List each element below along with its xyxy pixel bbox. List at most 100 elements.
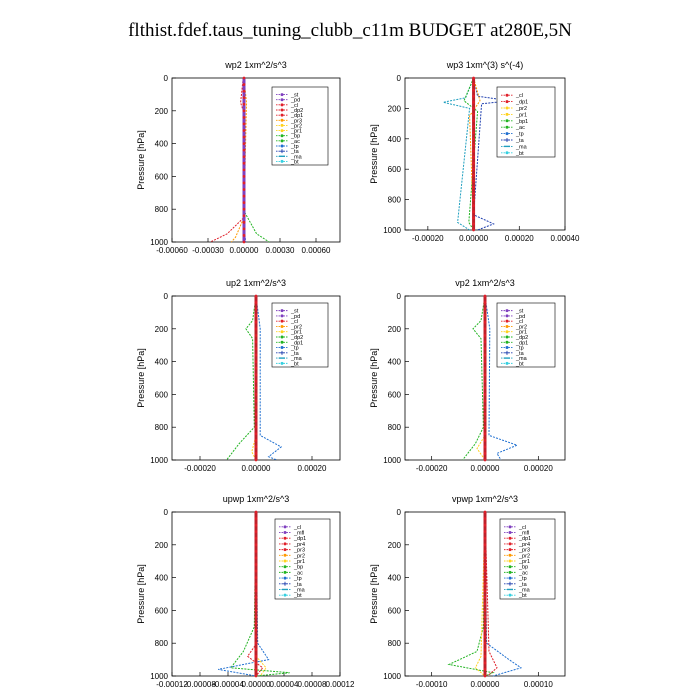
residual-marker	[254, 425, 258, 429]
residual-marker	[483, 622, 487, 625]
legend-label: _ma	[290, 356, 303, 362]
residual-marker	[472, 113, 475, 116]
y-axis-label: Pressure [hPa]	[369, 564, 379, 624]
residual-marker	[472, 100, 475, 104]
plot-frame	[171, 77, 341, 243]
budget-curve-3	[243, 77, 270, 243]
residual-marker	[483, 517, 487, 520]
legend-label: _st	[515, 309, 524, 315]
x-tick-label: 0.00010	[524, 680, 553, 689]
legend-marker	[283, 593, 287, 597]
legend-label: _dp2	[290, 335, 303, 341]
y-tick-label: 400	[155, 574, 169, 583]
residual-marker	[472, 82, 475, 86]
legend-label: _pr2	[293, 553, 305, 559]
y-tick-label: 600	[155, 390, 169, 399]
legend-label: _ma	[290, 154, 303, 160]
legend-marker	[505, 361, 509, 365]
legend-marker	[505, 309, 509, 313]
residual-marker	[483, 589, 487, 593]
x-tick-label: 0.00020	[298, 464, 327, 473]
legend-label: _cl	[293, 525, 301, 531]
y-tick-label: 1000	[150, 672, 168, 681]
residual-marker	[242, 201, 246, 205]
legend-label: _pr2	[518, 553, 530, 559]
legend-label: _pr1	[290, 330, 302, 336]
legend-marker	[280, 314, 284, 318]
residual-marker	[483, 635, 487, 639]
legend-marker	[505, 112, 509, 116]
legend-label: _bt	[515, 361, 524, 367]
residual-marker	[254, 393, 258, 396]
residual-marker	[483, 347, 487, 350]
legend-label: _pd	[515, 314, 525, 320]
legend-label: _mfl	[293, 531, 304, 537]
residual-marker	[242, 96, 246, 100]
residual-marker	[242, 76, 246, 80]
residual-marker	[254, 609, 258, 612]
legend-marker	[505, 138, 509, 142]
legend-label: _ac	[518, 570, 528, 576]
y-tick-label: 600	[388, 390, 402, 399]
budget-curve-2	[443, 77, 475, 231]
budget-curve-1	[473, 77, 510, 231]
residual-marker	[242, 122, 246, 126]
budget-curve-1	[462, 295, 486, 461]
residual-marker	[242, 220, 246, 224]
budget-curve-3	[476, 296, 486, 461]
x-tick-label: 0.00030	[266, 246, 295, 255]
panel-5: upwp 1xm^2/s^302004006008001000-0.00012-…	[136, 494, 355, 689]
legend-label: _bt	[293, 593, 302, 599]
residual-marker	[254, 674, 258, 678]
residual-marker	[254, 602, 258, 606]
residual-marker	[254, 536, 258, 540]
legend-marker	[280, 159, 284, 163]
residual-marker	[483, 563, 487, 566]
x-tick-label: 0.00000	[242, 464, 271, 473]
y-tick-label: 600	[388, 165, 402, 174]
legend-label: _tp	[290, 144, 299, 150]
legend-label: _tp	[290, 346, 299, 352]
budget-curve-3	[484, 511, 498, 677]
legend-marker	[505, 132, 509, 136]
residual-marker	[254, 445, 258, 449]
residual-marker	[254, 595, 258, 599]
legend-marker	[280, 340, 284, 344]
residual-marker	[472, 155, 475, 159]
legend-marker	[508, 581, 512, 586]
residual-marker	[254, 589, 258, 593]
residual-marker	[483, 648, 487, 652]
residual-marker	[242, 109, 246, 113]
legend: _cl_mfl_dp1_pr4_pr3_pr2_pr1_bp_ac_tp_ta_…	[274, 518, 331, 600]
legend-box	[271, 302, 329, 368]
residual-marker	[472, 137, 475, 141]
legend-label: _bt	[290, 361, 299, 367]
residual-marker	[472, 192, 475, 195]
legend-label: _ac	[290, 139, 300, 145]
x-tick-label: 0.00000	[230, 246, 259, 255]
y-tick-label: 400	[155, 140, 169, 149]
residual-marker	[242, 227, 246, 231]
y-axis-label: Pressure [hPa]	[136, 130, 146, 190]
legend: _cl_mfl_dp1_pr4_pr3_pr2_pr1_bp_ac_tp_ta_…	[499, 518, 556, 600]
legend-marker	[508, 525, 512, 529]
residual-marker	[254, 438, 258, 442]
panel-title: upwp 1xm^2/s^3	[223, 494, 289, 504]
legend-label: _ma	[518, 587, 531, 593]
legend-label: _tp	[515, 132, 524, 138]
residual-marker	[483, 615, 487, 619]
legend-marker	[280, 139, 284, 143]
residual-marker	[472, 216, 475, 220]
legend-label: _pr2	[290, 123, 302, 129]
x-tick-label: -0.00010	[416, 680, 448, 689]
legend-marker	[280, 335, 284, 339]
residual-marker	[472, 94, 475, 98]
residual-marker	[472, 143, 475, 147]
residual-marker	[254, 379, 258, 383]
residual-marker	[472, 204, 475, 208]
residual-marker	[483, 386, 487, 390]
residual-marker	[483, 602, 487, 606]
legend-label: _dp1	[290, 340, 303, 346]
residual-marker	[254, 654, 258, 658]
legend-marker	[283, 581, 287, 586]
